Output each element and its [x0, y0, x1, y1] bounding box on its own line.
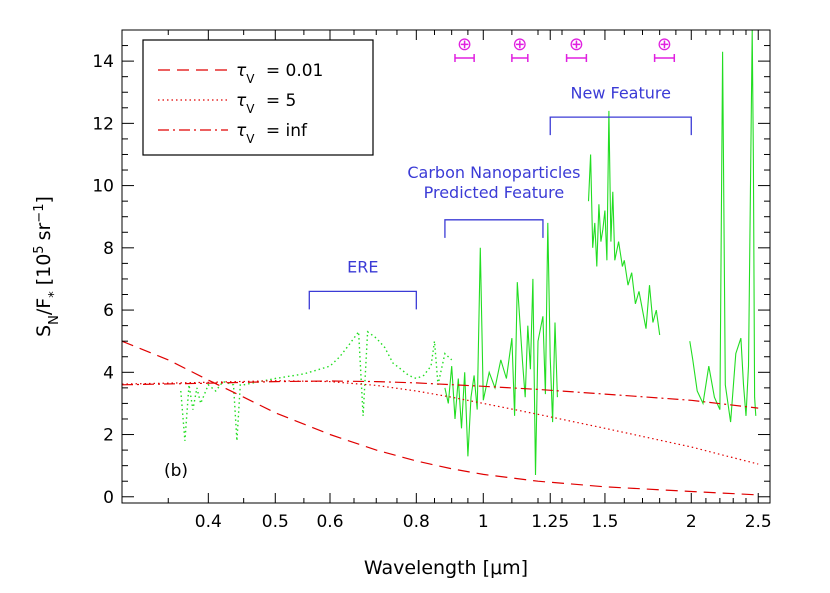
- annotation-3: New Feature: [549, 83, 692, 136]
- spectrum-segment-1: [180, 329, 453, 441]
- panel-label: (b): [164, 461, 188, 481]
- x-tick-label: 0.5: [262, 512, 289, 532]
- annotation-bracket: [308, 290, 417, 310]
- annotation-text: Carbon Nanoparticles: [407, 163, 580, 182]
- annotation-text: ERE: [347, 258, 378, 277]
- legend-entry-dotted: τV = 5: [158, 91, 296, 116]
- annotation-bracket: [549, 116, 692, 136]
- earth-symbol-icon: ⊕: [569, 34, 584, 55]
- legend-label: τV = 5: [236, 91, 296, 116]
- y-tick-label: 8: [103, 239, 114, 259]
- legend-entry-dashed: τV = 0.01: [158, 61, 323, 86]
- legend-label: τV = 0.01: [236, 61, 323, 86]
- x-tick-label: 1.25: [531, 512, 569, 532]
- y-axis: 0 2 4 6 8 10 12 14: [92, 45, 770, 508]
- telluric-marker-1: ⊕: [454, 34, 475, 63]
- annotation-text: New Feature: [571, 83, 671, 102]
- y-tick-label: 2: [103, 426, 114, 446]
- annotation-text-line2: Predicted Feature: [424, 183, 565, 202]
- telluric-marker-4: ⊕: [653, 34, 676, 63]
- y-tick-label: 14: [92, 52, 114, 72]
- model-curve-dashdot: [122, 380, 759, 409]
- spectrum-segment-3: [587, 110, 661, 336]
- model-curve-dotted: [122, 380, 759, 465]
- x-tick-label: 0.4: [195, 512, 222, 532]
- y-axis-title: SN/F*[105sr−1]: [32, 196, 62, 337]
- y-tick-label: 10: [92, 177, 114, 197]
- legend-entry-dashdot: τV = inf: [158, 121, 308, 146]
- x-tick-label: 1: [478, 512, 489, 532]
- y-tick-label: 0: [103, 488, 114, 508]
- legend-label: τV = inf: [236, 121, 308, 146]
- earth-symbol-icon: ⊕: [512, 34, 527, 55]
- x-tick-label: 2: [686, 512, 697, 532]
- y-tick-label: 6: [103, 301, 114, 321]
- plot-frame: [121, 29, 771, 504]
- spectrum-segment-4: [689, 30, 757, 423]
- earth-symbol-icon: ⊕: [457, 34, 472, 55]
- earth-symbol-icon: ⊕: [657, 34, 672, 55]
- legend-box: [142, 39, 374, 156]
- y-tick-label: 12: [92, 114, 114, 134]
- x-tick-label: 0.6: [316, 512, 343, 532]
- x-tick-label: 1.5: [591, 512, 618, 532]
- telluric-marker-2: ⊕: [511, 34, 529, 63]
- x-axis: 0.4 0.5 0.6 0.8 1 1.25 1.5 2 2.5: [167, 30, 772, 532]
- x-axis-title: Wavelength [μm]: [364, 557, 528, 579]
- annotation-bracket: [444, 219, 544, 238]
- x-tick-label: 0.8: [403, 512, 430, 532]
- model-curve-dashed: [122, 340, 759, 496]
- x-tick-label: 2.5: [745, 512, 772, 532]
- y-tick-label: 4: [103, 363, 114, 383]
- legend: τV = 0.01 τV = 5 τV = inf: [142, 39, 374, 156]
- spectrum-segment-2: [444, 222, 558, 476]
- annotation-1: ERE: [308, 258, 417, 310]
- telluric-marker-3: ⊕: [565, 34, 588, 63]
